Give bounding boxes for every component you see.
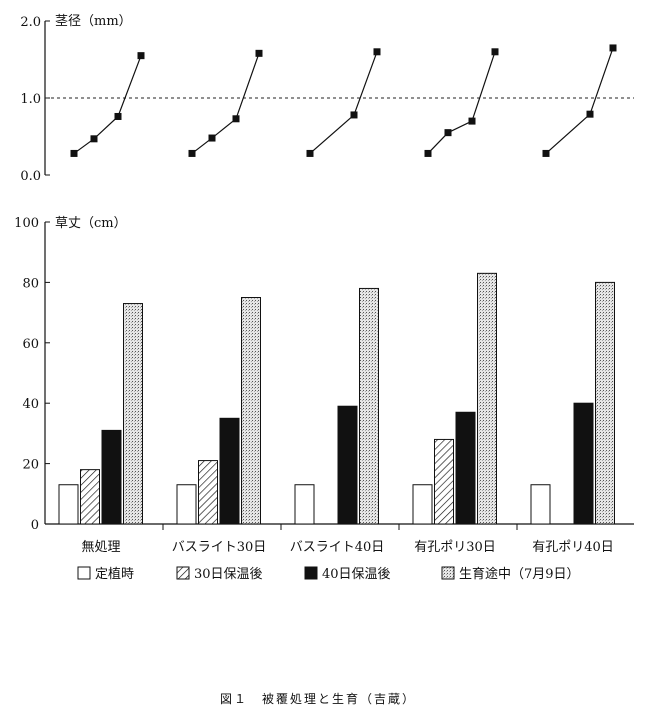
stem-data-point: [609, 44, 617, 52]
bar-white: [294, 484, 315, 525]
bar-black: [101, 429, 122, 525]
legend-label: 30日保温後: [194, 567, 263, 582]
legend-label: 40日保温後: [322, 567, 391, 582]
stem-data-point: [188, 149, 196, 157]
stem-data-point: [255, 49, 263, 57]
bar-black: [455, 411, 476, 525]
legend-swatch-white: [77, 566, 91, 580]
legend-swatch-black: [304, 566, 318, 580]
legend-swatch-dots: [441, 566, 455, 580]
category-label: バスライト40日: [290, 540, 385, 555]
stem-series-line: [427, 51, 496, 154]
height-y-tick-label: 100: [14, 216, 39, 231]
stem-y-axis-title: 茎径（mm）: [55, 14, 132, 29]
bar-black: [337, 405, 358, 525]
height-y-axis-title: 草丈（cm）: [55, 216, 127, 231]
legend-label: 生育途中（7月9日）: [459, 566, 580, 582]
category-label: 有孔ポリ30日: [414, 540, 496, 555]
stem-data-point: [586, 110, 594, 118]
stem-data-point: [306, 149, 314, 157]
stem-series-line: [545, 47, 614, 154]
bar-white: [176, 484, 197, 525]
height-y-tick-label: 80: [22, 276, 39, 291]
bar-dots: [123, 303, 143, 525]
height-y-tick-label: 60: [22, 337, 39, 352]
figure-caption: 図１ 被覆処理と生育（吉蔵）: [220, 691, 416, 706]
stem-data-point: [208, 134, 216, 142]
height-y-tick-label: 40: [22, 397, 39, 412]
legend-label: 定植時: [95, 567, 134, 582]
stem-data-point: [232, 115, 240, 123]
stem-data-point: [491, 48, 499, 56]
stem-y-tick-label: 0.0: [20, 169, 41, 184]
bar-white: [58, 484, 79, 525]
stem-data-point: [444, 129, 452, 137]
stem-data-point: [373, 48, 381, 56]
stem-data-point: [90, 135, 98, 143]
stem-diameter-panel: 0.0 1.0 2.0 茎径（mm）: [20, 14, 634, 184]
legend-swatch-hatch: [176, 566, 190, 580]
bar-dots: [359, 287, 379, 525]
stem-data-point: [70, 149, 78, 157]
bar-dots: [595, 281, 615, 525]
stem-data-point: [468, 117, 476, 125]
stem-y-tick-label: 1.0: [20, 92, 41, 107]
bar-hatch: [434, 438, 454, 525]
stem-data-point: [137, 52, 145, 60]
stem-data-point: [542, 149, 550, 157]
stem-data-point: [424, 149, 432, 157]
category-label: 無処理: [81, 540, 120, 555]
bar-black: [573, 402, 594, 525]
bar-hatch: [198, 460, 218, 525]
legend: 定植時 30日保温後 40日保温後 生育途中（7月9日）: [77, 566, 580, 582]
bar-white: [412, 484, 433, 525]
stem-series-line: [73, 55, 142, 154]
bar-white: [530, 484, 551, 525]
bar-black: [219, 417, 240, 525]
height-y-tick-label: 20: [22, 458, 39, 473]
stem-series-line: [309, 51, 378, 154]
bar-dots: [477, 272, 497, 525]
stem-y-tick-label: 2.0: [20, 15, 41, 30]
stem-series-line: [191, 53, 260, 154]
plant-height-panel: 0 20 40 60 80 100 草丈（cm） 無処理 バスライト30日 バスライト40日 有孔ポ…: [14, 216, 634, 555]
category-label: 有孔ポリ40日: [532, 540, 614, 555]
category-label: バスライト30日: [172, 540, 267, 555]
bar-hatch: [80, 469, 100, 525]
height-y-tick-label: 0: [31, 518, 39, 533]
stem-data-point: [114, 112, 122, 120]
stem-data-point: [350, 111, 358, 119]
bar-dots: [241, 297, 261, 525]
